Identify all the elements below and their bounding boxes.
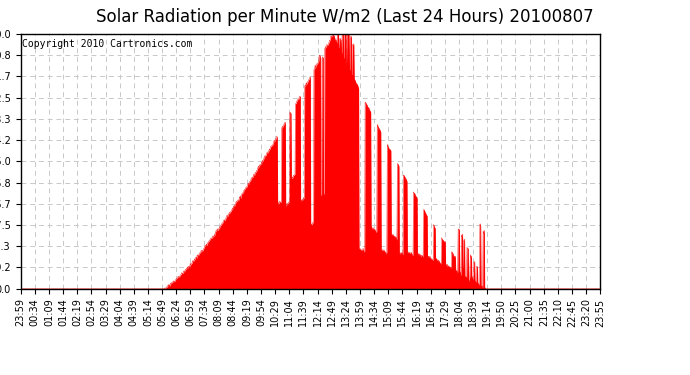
Text: Solar Radiation per Minute W/m2 (Last 24 Hours) 20100807: Solar Radiation per Minute W/m2 (Last 24… [96,8,594,26]
Text: Copyright 2010 Cartronics.com: Copyright 2010 Cartronics.com [22,39,193,49]
